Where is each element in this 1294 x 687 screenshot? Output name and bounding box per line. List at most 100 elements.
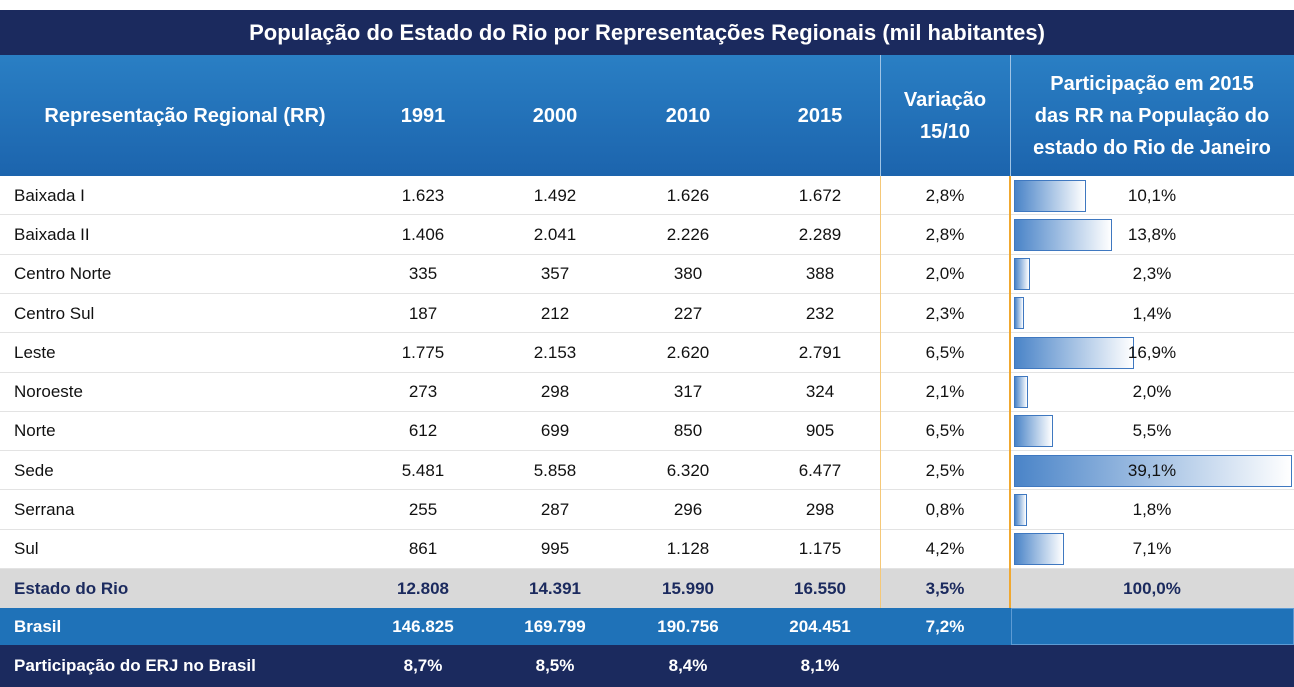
cell-value: 1.492 xyxy=(533,185,577,205)
header-cell: 1991 xyxy=(357,55,489,176)
cell-value: 232 xyxy=(805,303,835,323)
variation: 7,2% xyxy=(925,616,965,636)
row-border xyxy=(0,332,1294,334)
row-label: Centro Norte xyxy=(14,264,112,284)
row-border xyxy=(0,489,1294,491)
cell-value: 298 xyxy=(540,382,570,402)
row-label: Brasil xyxy=(14,616,62,636)
cell-value: 1.626 xyxy=(666,185,710,205)
cell-value: 6.320 xyxy=(666,460,710,480)
cell-value: 5.858 xyxy=(533,460,577,480)
row-label: Estado do Rio xyxy=(14,578,129,598)
variation: 0,8% xyxy=(925,500,965,520)
share-bar xyxy=(1014,415,1054,448)
cell-value: 2.041 xyxy=(533,224,577,244)
header-text: estado do Rio de Janeiro xyxy=(1033,136,1271,159)
header-cell: 2010 xyxy=(622,55,754,176)
header-band xyxy=(0,55,1294,176)
cell-value: 335 xyxy=(408,264,438,284)
variation: 6,5% xyxy=(925,421,965,441)
cell-value: 12.808 xyxy=(397,578,449,598)
row-border xyxy=(0,450,1294,452)
row-label: Baixada I xyxy=(14,185,85,205)
cell-value: 905 xyxy=(805,421,835,441)
header-text: 1991 xyxy=(400,104,446,127)
share-label: 10,1% xyxy=(1127,185,1177,205)
cell-value: 273 xyxy=(408,382,438,402)
share-bar xyxy=(1014,493,1027,526)
share-label: 2,3% xyxy=(1132,264,1172,284)
share-label: 1,8% xyxy=(1132,500,1172,520)
row-border xyxy=(0,528,1294,530)
cell-value: 204.451 xyxy=(789,616,851,636)
variation: 6,5% xyxy=(925,342,965,362)
cell-value: 8,7% xyxy=(403,656,443,675)
row-label: Centro Sul xyxy=(14,303,95,323)
share-label: 39,1% xyxy=(1127,460,1177,480)
row-border xyxy=(0,292,1294,294)
cell-value: 1.175 xyxy=(798,539,842,559)
cell-value: 8,4% xyxy=(668,656,708,675)
participacao-row xyxy=(0,645,1294,687)
cell-value: 8,5% xyxy=(535,656,575,675)
row-border xyxy=(0,410,1294,412)
separator-share xyxy=(1009,176,1011,608)
cell-value: 212 xyxy=(540,303,570,323)
separator-variation xyxy=(880,176,881,608)
brasil-row xyxy=(0,608,1294,645)
header-text: 2015 xyxy=(797,104,843,127)
variation: 3,5% xyxy=(925,578,965,598)
share-bar xyxy=(1014,179,1086,212)
brasil-empty xyxy=(1011,608,1294,645)
cell-value: 357 xyxy=(540,264,570,284)
header-text: Variação xyxy=(903,88,987,111)
cell-value: 6.477 xyxy=(798,460,842,480)
header-text: 15/10 xyxy=(919,120,971,143)
cell-value: 317 xyxy=(673,382,703,402)
cell-value: 8,1% xyxy=(800,656,840,675)
row-border xyxy=(0,371,1294,373)
cell-value: 5.481 xyxy=(401,460,445,480)
variation: 2,1% xyxy=(925,382,965,402)
header-text: Participação em 2015 xyxy=(1050,72,1254,95)
header-separator xyxy=(1010,55,1011,176)
row-label: Noroeste xyxy=(14,382,83,402)
header-text: Representação Regional (RR) xyxy=(44,104,326,127)
row-border xyxy=(0,214,1294,216)
header-cell: 2000 xyxy=(489,55,621,176)
row-border xyxy=(0,253,1294,255)
cell-value: 227 xyxy=(673,303,703,323)
share-bar xyxy=(1014,297,1024,330)
row-label: Baixada II xyxy=(14,224,90,244)
share-label: 1,4% xyxy=(1132,303,1172,323)
row-label: Sul xyxy=(14,539,39,559)
share-label: 7,1% xyxy=(1132,539,1172,559)
share-bar xyxy=(1014,218,1113,251)
cell-value: 1.406 xyxy=(401,224,445,244)
variation: 2,8% xyxy=(925,185,965,205)
header-cell: Representação Regional (RR) xyxy=(0,55,370,176)
cell-value: 1.128 xyxy=(666,539,710,559)
cell-value: 146.825 xyxy=(392,616,454,636)
header-separator xyxy=(880,55,881,176)
cell-value: 187 xyxy=(408,303,438,323)
row-label: Serrana xyxy=(14,500,75,520)
cell-value: 255 xyxy=(408,500,438,520)
cell-value: 2.226 xyxy=(666,224,710,244)
share-label: 13,8% xyxy=(1127,224,1177,244)
share-bar xyxy=(1014,376,1029,408)
cell-value: 16.550 xyxy=(794,578,846,598)
cell-value: 1.775 xyxy=(401,342,445,362)
cell-value: 2.791 xyxy=(798,342,842,362)
header-text: 2010 xyxy=(665,104,711,127)
total-share: 100,0% xyxy=(1123,578,1181,598)
header-cell: Variação 15/10 xyxy=(880,55,1010,176)
variation: 2,5% xyxy=(925,460,965,480)
cell-value: 388 xyxy=(805,264,835,284)
table-title: População do Estado do Rio por Represent… xyxy=(0,10,1294,55)
cell-value: 380 xyxy=(673,264,703,284)
row-label: Sede xyxy=(14,460,54,480)
share-bar xyxy=(1014,336,1135,369)
cell-value: 1.672 xyxy=(798,185,842,205)
